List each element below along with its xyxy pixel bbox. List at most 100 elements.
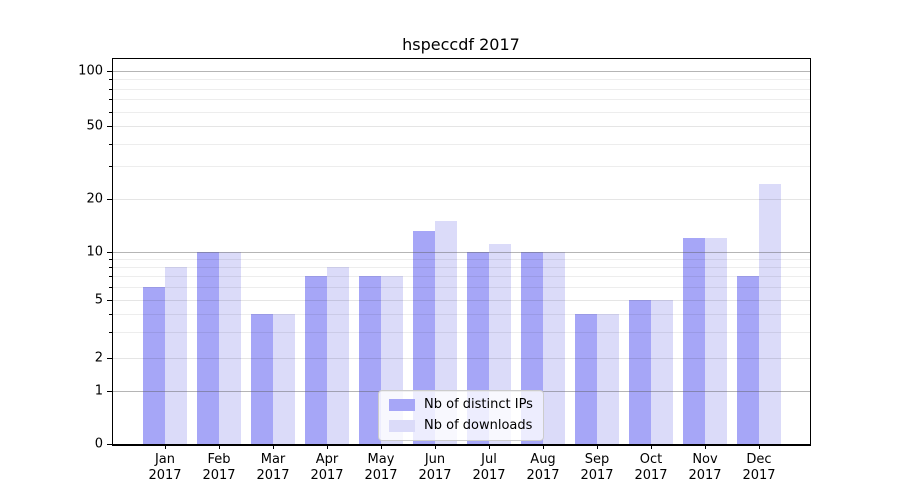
bar-nb-of-downloads-nov [705,237,727,444]
gridline-minor-y-8 [112,266,810,268]
gridline-minor-y-7 [112,276,810,278]
bar-nb-of-distinct-ips-oct [629,299,651,444]
x-tick-apr [327,444,329,449]
gridline-y-20 [112,198,810,200]
gridline-y-10 [112,251,810,253]
gridline-minor-y-70 [112,99,810,101]
x-tick-label-dec: Dec 2017 [742,452,776,483]
gridline-minor-y-6 [112,286,810,288]
plot-area: Nb of distinct IPs Nb of downloads [112,58,810,444]
y-tick-0 [107,444,112,446]
bar-nb-of-downloads-dec [759,184,781,444]
bar-nb-of-distinct-ips-apr [305,276,327,444]
gridline-y-5 [112,299,810,301]
y-tick-label-100: 100 [78,63,103,79]
y-minor-tick-8 [109,266,112,268]
gridline-y-2 [112,357,810,359]
y-minor-tick-4 [109,313,112,315]
y-tick-100 [107,71,112,73]
axis-spine-bottom [112,444,811,446]
legend-label-nb-of-downloads: Nb of downloads [424,418,533,433]
axis-spine-top [112,58,811,59]
y-minor-tick-9 [109,258,112,260]
bar-nb-of-distinct-ips-jan [143,286,165,444]
bar-nb-of-downloads-apr [327,266,349,444]
y-tick-label-1: 1 [94,383,103,399]
legend-item-nb-of-downloads: Nb of downloads [389,419,533,433]
x-tick-jan [165,444,167,449]
gridline-y-50 [112,126,810,127]
y-tick-5 [107,299,112,301]
y-tick-2 [107,357,112,359]
x-tick-label-aug: Aug 2017 [526,452,560,483]
bar-nb-of-distinct-ips-sep [575,313,597,444]
bar-nb-of-downloads-sep [597,313,619,444]
bar-nb-of-distinct-ips-nov [683,237,705,444]
x-tick-label-jun: Jun 2017 [418,452,452,483]
y-tick-label-2: 2 [94,350,103,365]
legend-swatch-nb-of-distinct-ips [389,399,415,411]
axis-spine-right [810,58,811,444]
y-tick-label-50: 50 [86,118,103,134]
y-tick-label-20: 20 [86,191,103,206]
chart-title: hspeccdf 2017 [402,35,520,54]
gridline-minor-y-60 [112,111,810,113]
x-tick-label-apr: Apr 2017 [310,452,344,483]
y-minor-tick-3 [109,331,112,333]
x-tick-label-feb: Feb 2017 [202,452,236,483]
legend: Nb of distinct IPs Nb of downloads [378,390,544,441]
x-tick-mar [273,444,275,449]
gridline-y-100 [112,71,810,72]
x-tick-label-may: May 2017 [364,452,398,483]
y-minor-tick-7 [109,276,112,278]
gridline-minor-y-40 [112,143,810,145]
gridline-minor-y-30 [112,166,810,168]
y-tick-label-10: 10 [86,244,103,259]
legend-label-nb-of-distinct-ips: Nb of distinct IPs [424,397,533,412]
x-tick-aug [543,444,545,449]
gridline-minor-y-4 [112,313,810,315]
y-minor-tick-80 [109,88,112,90]
x-tick-may [381,444,383,449]
axis-spine-left [112,58,113,444]
bar-nb-of-distinct-ips-may [359,276,381,444]
x-tick-label-jul: Jul 2017 [472,452,506,483]
legend-swatch-nb-of-downloads [389,420,415,432]
gridline-minor-y-80 [112,88,810,90]
y-tick-50 [107,126,112,128]
x-tick-dec [759,444,761,449]
legend-item-nb-of-distinct-ips: Nb of distinct IPs [389,398,533,412]
x-tick-jun [435,444,437,449]
bar-nb-of-downloads-feb [219,251,241,444]
y-tick-10 [107,251,112,253]
x-tick-feb [219,444,221,449]
y-minor-tick-70 [109,99,112,101]
y-minor-tick-40 [109,143,112,145]
x-tick-nov [705,444,707,449]
x-tick-label-jan: Jan 2017 [148,452,182,483]
y-tick-label-0: 0 [94,436,103,452]
y-minor-tick-6 [109,286,112,288]
bar-nb-of-downloads-oct [651,299,673,444]
bar-nb-of-distinct-ips-dec [737,276,759,444]
x-tick-jul [489,444,491,449]
bar-nb-of-downloads-jun [435,220,457,444]
x-tick-label-nov: Nov 2017 [688,452,722,483]
y-tick-label-5: 5 [94,292,103,307]
bar-nb-of-distinct-ips-feb [197,251,219,444]
bar-nb-of-distinct-ips-mar [251,313,273,444]
bar-nb-of-downloads-jan [165,266,187,444]
bar-nb-of-downloads-aug [543,251,565,444]
y-minor-tick-30 [109,166,112,168]
y-minor-tick-60 [109,111,112,113]
x-tick-label-mar: Mar 2017 [256,452,290,483]
y-minor-tick-90 [109,79,112,81]
gridline-minor-y-9 [112,258,810,260]
y-tick-1 [107,391,112,393]
y-tick-20 [107,198,112,200]
x-tick-label-oct: Oct 2017 [634,452,668,483]
x-tick-sep [597,444,599,449]
x-tick-label-sep: Sep 2017 [580,452,614,483]
bar-nb-of-downloads-mar [273,313,295,444]
